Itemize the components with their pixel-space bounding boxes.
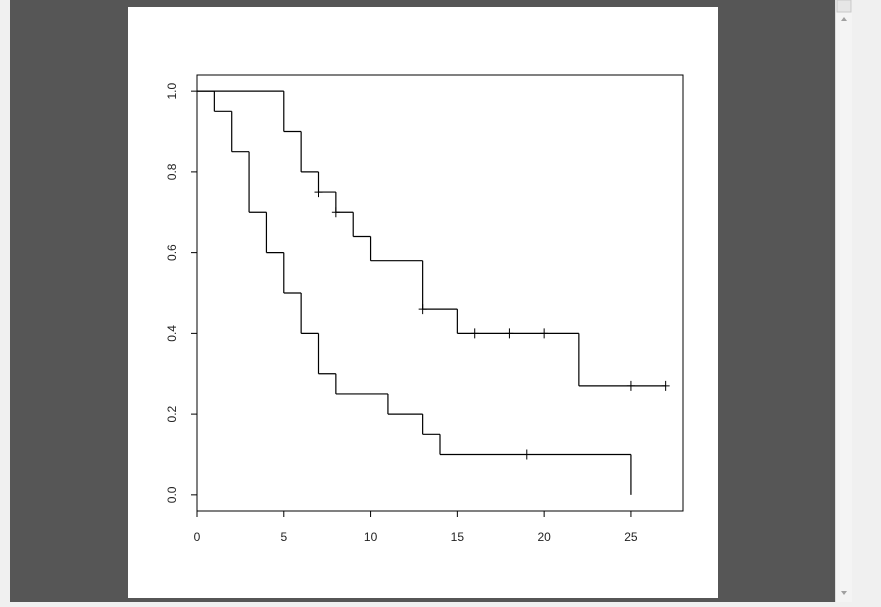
y-tick-label: 0.8	[165, 163, 179, 180]
censor-mark	[661, 380, 670, 391]
censor-mark	[418, 304, 427, 315]
y-tick-label: 0.0	[165, 486, 179, 503]
censor-mark	[626, 380, 635, 391]
y-tick-label: 0.4	[165, 325, 179, 342]
censor-mark	[470, 328, 479, 339]
censor-mark	[540, 328, 549, 339]
scrollbar[interactable]	[835, 0, 852, 602]
scroll-thumb[interactable]	[836, 0, 852, 13]
y-tick-label: 0.6	[165, 244, 179, 261]
x-tick-label: 25	[624, 530, 638, 544]
y-tick-label: 0.2	[165, 405, 179, 422]
x-tick-label: 20	[537, 530, 551, 544]
censor-mark	[505, 328, 514, 339]
x-tick-label: 5	[280, 530, 287, 544]
x-tick-label: 10	[364, 530, 378, 544]
scroll-up[interactable]	[841, 17, 847, 21]
x-tick-label: 15	[451, 530, 465, 544]
censor-mark	[314, 187, 323, 198]
y-tick-label: 1.0	[165, 82, 179, 99]
scroll-down[interactable]	[841, 591, 847, 595]
censor-mark	[522, 449, 531, 460]
scroll-arrows	[836, 0, 852, 595]
censor-mark	[331, 207, 340, 218]
x-tick-label: 0	[194, 530, 201, 544]
